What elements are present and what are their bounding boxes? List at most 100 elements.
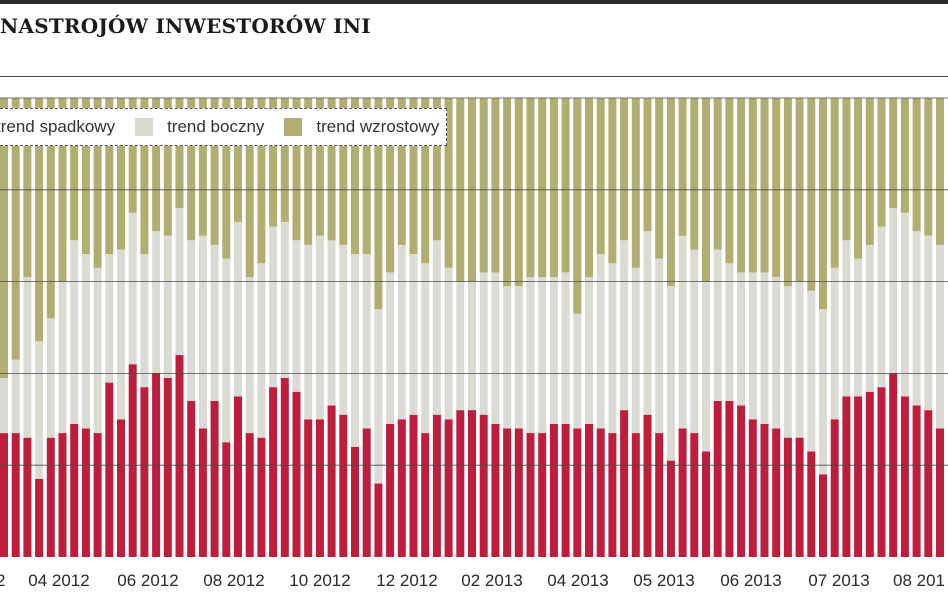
bar-bearish-5 (58, 433, 67, 557)
bar-sideways-37 (432, 240, 441, 415)
bar-bearish-20 (234, 396, 242, 557)
bar-sideways-48 (561, 272, 570, 424)
bar-bearish-29 (339, 414, 348, 557)
bar-sideways-71 (830, 267, 839, 420)
bar-sideways-2 (23, 277, 32, 438)
bar-sideways-36 (421, 263, 430, 434)
bar-sideways-47 (549, 277, 558, 424)
bar-sideways-22 (257, 263, 266, 438)
bar-bearish-70 (819, 474, 827, 557)
bar-bullish-51 (596, 98, 605, 255)
bar-bearish-73 (854, 396, 863, 557)
bar-bullish-2 (23, 98, 32, 278)
bar-bearish-53 (620, 410, 629, 557)
bar-sideways-16 (187, 240, 196, 401)
x-tick-label-8: 05 2013 (633, 571, 694, 590)
bar-bearish-32 (374, 483, 383, 557)
bar-bullish-15 (175, 98, 184, 209)
bar-sideways-60 (702, 281, 710, 452)
legend-label-bullish: trend wzrostowy (316, 117, 440, 136)
bar-bullish-0 (0, 98, 8, 378)
bar-bearish-8 (93, 433, 102, 557)
bar-sideways-32 (374, 309, 383, 484)
legend-item-bearish: trend spadkowy (0, 117, 115, 137)
bar-bullish-28 (327, 98, 336, 241)
bar-bullish-79 (924, 98, 933, 236)
bar-bullish-75 (877, 98, 886, 227)
bar-bullish-17 (198, 98, 207, 236)
bar-bullish-32 (374, 98, 383, 310)
bar-bullish-67 (783, 98, 792, 287)
bar-bullish-9 (105, 98, 114, 255)
bar-bearish-56 (655, 433, 664, 557)
bar-sideways-55 (643, 231, 652, 415)
bar-bullish-4 (46, 98, 55, 319)
bar-sideways-8 (93, 267, 102, 434)
bar-bearish-39 (456, 410, 465, 557)
legend-item-sideways: trend boczny (115, 117, 264, 137)
bar-sideways-63 (737, 272, 746, 406)
bar-sideways-6 (70, 240, 79, 424)
bar-bullish-58 (678, 98, 687, 236)
bar-bearish-34 (397, 419, 406, 557)
bar-bearish-9 (105, 382, 114, 557)
bar-bearish-36 (421, 433, 430, 557)
bar-bearish-1 (11, 433, 20, 557)
x-tick-label-11: 08 201 (893, 571, 945, 590)
bar-sideways-0 (0, 377, 8, 434)
bar-sideways-43 (503, 286, 512, 429)
x-tick-label-6: 02 2013 (461, 571, 522, 590)
bar-bullish-57 (666, 98, 675, 287)
bar-sideways-5 (58, 281, 67, 434)
bar-bullish-30 (351, 98, 359, 255)
bar-bearish-38 (444, 419, 453, 557)
x-tick-label-2: 06 2012 (117, 571, 178, 590)
bar-bearish-67 (783, 437, 792, 557)
bar-sideways-31 (362, 254, 371, 429)
bar-bullish-45 (526, 98, 535, 278)
bar-sideways-27 (315, 235, 324, 420)
bar-bullish-80 (936, 98, 944, 245)
x-tick-label-5: 12 2012 (376, 571, 437, 590)
bar-bearish-0 (0, 433, 8, 557)
bar-bullish-21 (245, 98, 254, 278)
bar-bearish-55 (643, 414, 652, 557)
bar-bearish-24 (280, 377, 289, 557)
bar-sideways-10 (117, 249, 125, 420)
bar-bullish-12 (140, 98, 149, 255)
bar-bearish-54 (631, 433, 640, 557)
bar-sideways-26 (304, 244, 313, 420)
bar-bullish-65 (760, 98, 769, 273)
bar-bearish-50 (585, 423, 593, 557)
legend-swatch-bullish (284, 118, 303, 136)
bar-sideways-50 (585, 277, 593, 424)
bar-bearish-45 (526, 433, 535, 557)
bar-sideways-66 (772, 277, 781, 429)
bar-bullish-20 (234, 98, 242, 222)
bar-bearish-62 (725, 400, 734, 557)
legend: trend spadkowy trend boczny trend wzrost… (0, 108, 447, 146)
bar-sideways-73 (854, 258, 863, 397)
bar-bullish-19 (222, 98, 231, 259)
bar-sideways-62 (725, 263, 734, 401)
bar-sideways-61 (713, 249, 722, 401)
bar-bullish-38 (444, 98, 453, 268)
bar-bearish-77 (900, 396, 909, 557)
bar-bearish-44 (514, 428, 523, 557)
bar-bearish-58 (678, 428, 687, 557)
bar-sideways-67 (783, 286, 792, 438)
bar-bearish-43 (503, 428, 512, 557)
bar-bearish-57 (666, 460, 675, 557)
bar-sideways-42 (491, 272, 500, 424)
bar-sideways-34 (397, 244, 406, 420)
bar-bearish-48 (561, 423, 570, 557)
bar-sideways-23 (269, 226, 278, 388)
bar-bullish-70 (819, 98, 827, 310)
bar-bearish-23 (269, 387, 278, 557)
top-rule (0, 0, 948, 4)
bar-bullish-46 (538, 98, 547, 278)
bar-sideways-45 (526, 277, 535, 434)
bar-sideways-12 (140, 254, 149, 388)
bar-sideways-53 (620, 240, 629, 411)
bar-sideways-69 (807, 290, 816, 452)
